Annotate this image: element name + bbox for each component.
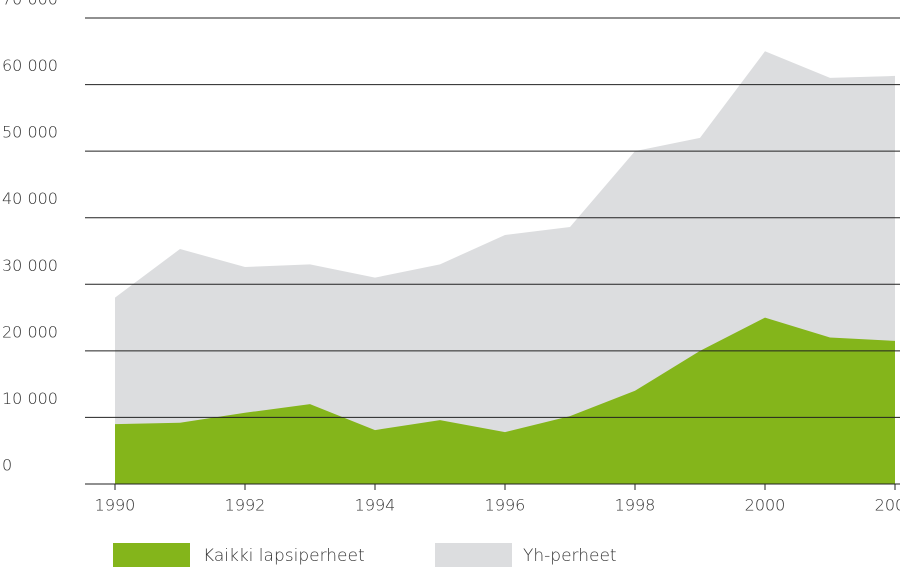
y-tick-label: 0 [2,456,12,475]
y-tick-label: 30 000 [2,256,58,275]
x-tick-label: 1998 [615,496,656,515]
y-tick-label: 70 000 [2,0,58,9]
legend-swatch [113,543,190,567]
legend-swatch [435,543,512,567]
x-tick-label: 2002 [875,496,900,515]
y-tick-label: 10 000 [2,389,58,408]
y-tick-label: 20 000 [2,322,58,341]
x-tick-label: 1990 [95,496,136,515]
legend-label: Yh-perheet [523,546,617,566]
x-tick-label: 2000 [745,496,786,515]
y-tick-label: 40 000 [2,189,58,208]
x-tick-label: 1992 [225,496,266,515]
legend-label: Kaikki lapsiperheet [203,546,365,566]
area [115,317,895,484]
x-tick-label: 1994 [355,496,396,515]
x-tick-label: 1996 [485,496,526,515]
y-tick-label: 60 000 [2,56,58,75]
y-tick-label: 50 000 [2,123,58,142]
